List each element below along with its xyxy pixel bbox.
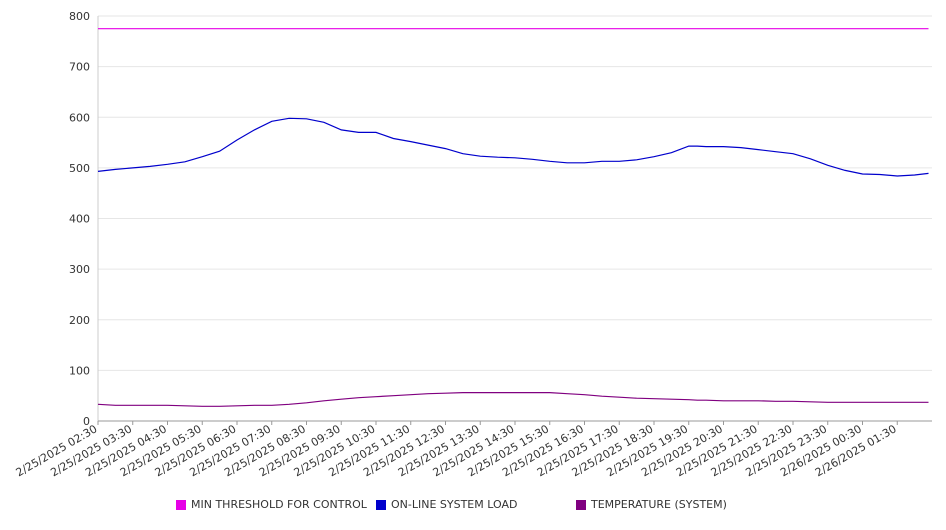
y-tick-label: 800	[69, 10, 90, 23]
legend-item-system-load[interactable]: ON-LINE SYSTEM LOAD	[376, 498, 517, 511]
legend-label-temperature: TEMPERATURE (SYSTEM)	[591, 498, 727, 511]
y-tick-label: 600	[69, 111, 90, 124]
legend-item-min-threshold[interactable]: MIN THRESHOLD FOR CONTROL	[176, 498, 367, 511]
series-line-temperature-system	[97, 392, 929, 407]
legend-swatch-temperature	[576, 499, 586, 510]
series-line-on-line-system-load	[97, 117, 929, 177]
y-tick-label: 400	[69, 213, 90, 226]
y-tick-label: 700	[69, 61, 90, 74]
y-tick-label: 0	[83, 415, 90, 428]
legend-swatch-system-load	[376, 499, 386, 510]
legend-label-min-threshold: MIN THRESHOLD FOR CONTROL	[191, 498, 367, 511]
y-tick-label: 200	[69, 314, 90, 327]
legend-label-system-load: ON-LINE SYSTEM LOAD	[391, 498, 518, 511]
legend: MIN THRESHOLD FOR CONTROL ON-LINE SYSTEM…	[0, 498, 946, 514]
y-tick-label: 300	[69, 263, 90, 276]
y-tick-label: 100	[69, 364, 90, 377]
y-tick-label: 500	[69, 162, 90, 175]
legend-swatch-min-threshold	[176, 499, 186, 510]
legend-item-temperature[interactable]: TEMPERATURE (SYSTEM)	[576, 498, 727, 511]
